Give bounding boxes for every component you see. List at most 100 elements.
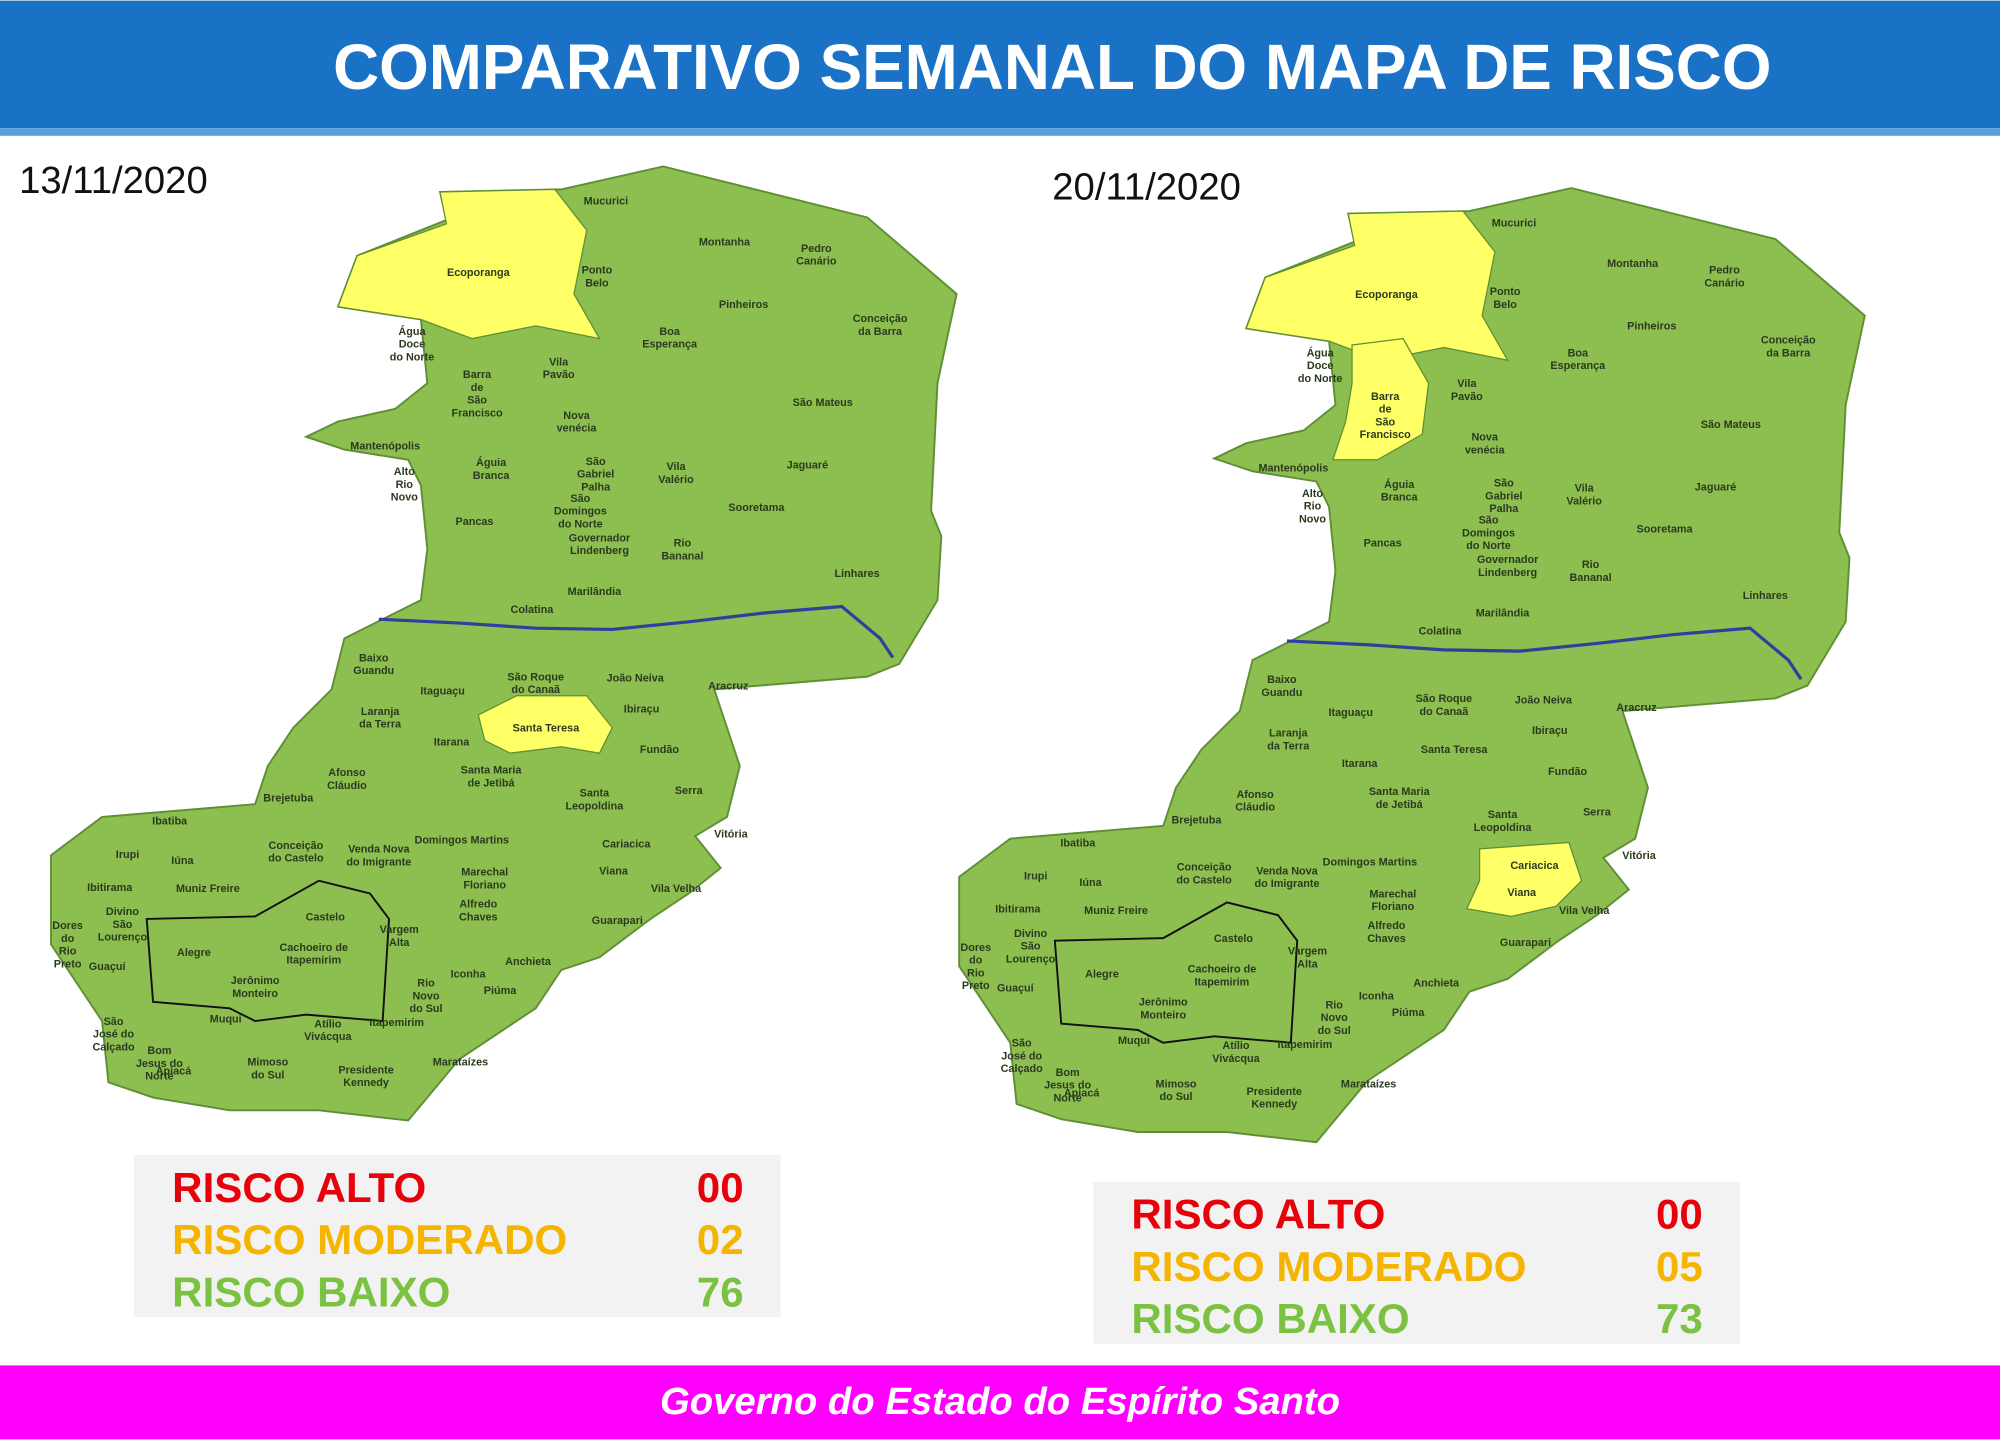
municipality-label: Leopoldina: [566, 800, 625, 812]
municipality-label: Doce: [399, 339, 425, 351]
municipality-label: Muniz Freire: [176, 883, 240, 895]
municipality-label: do Castelo: [268, 853, 324, 865]
municipality-label: Brejetuba: [263, 793, 314, 805]
municipality-label: do Castelo: [1176, 874, 1232, 886]
municipality-label: Gabriel: [1485, 490, 1522, 502]
municipality-label: Itarana: [434, 737, 470, 749]
municipality-label: Mantenópolis: [350, 441, 420, 453]
municipality-label: Barra: [463, 369, 492, 381]
municipality-label: Rio: [1325, 999, 1343, 1011]
municipality-label: Colatina: [511, 604, 555, 616]
municipality-label: São Mateus: [793, 397, 853, 409]
municipality-label: Ibiraçu: [624, 703, 660, 715]
municipality-label: Guaçuí: [89, 961, 127, 973]
municipality-label: Esperança: [1550, 360, 1606, 372]
municipality-label: Belo: [1493, 299, 1517, 311]
municipality-label: Iconha: [1359, 990, 1395, 1002]
header-bar: [0, 0, 2000, 129]
municipality-label: São Roque: [507, 671, 564, 683]
municipality-label: Bananal: [1569, 572, 1611, 584]
municipality-label: Chaves: [459, 911, 498, 923]
legend-label: RISCO BAIXO: [172, 1268, 450, 1315]
municipality-label: José do: [1001, 1050, 1042, 1062]
municipality-label: São: [1375, 416, 1395, 428]
legend-count: 00: [697, 1164, 744, 1211]
municipality-label: do Norte: [558, 518, 603, 530]
municipality-label: São: [1494, 478, 1514, 490]
municipality-label: Jaguaré: [787, 460, 829, 472]
municipality-label: Dores: [960, 942, 991, 954]
municipality-label: da Terra: [1267, 740, 1310, 752]
moderate-risk-area: [1332, 337, 1430, 461]
municipality-label: Afonso: [1236, 789, 1274, 801]
municipality-label: São: [586, 456, 606, 468]
municipality-label: Norte: [1053, 1092, 1081, 1104]
municipality-label: Alto: [394, 466, 415, 478]
municipality-label: Jesus do: [1044, 1080, 1091, 1092]
municipality-label: Linhares: [1743, 590, 1788, 602]
municipality-label: Vargem: [380, 924, 419, 936]
legend-box: [133, 1154, 781, 1317]
municipality-label: Sooretama: [1637, 523, 1694, 535]
municipality-label: Canário: [1704, 277, 1745, 289]
municipality-label: Valério: [1566, 495, 1602, 507]
municipality-label: Boa: [659, 326, 680, 338]
municipality-label: Santa Teresa: [1421, 744, 1489, 756]
municipality-label: Pedro: [801, 243, 832, 255]
municipality-label: Palha: [581, 481, 611, 493]
municipality-label: Laranja: [361, 706, 400, 718]
municipality-label: Alfredo: [459, 898, 497, 910]
municipality-label: Pancas: [1364, 538, 1402, 550]
municipality-label: Linhares: [835, 568, 880, 580]
state-outline: [958, 187, 1866, 1144]
municipality-label: Monteiro: [232, 988, 278, 1000]
region-border: [145, 879, 391, 1023]
municipality-label: Vila: [549, 356, 569, 368]
municipality-label: Marechal: [461, 867, 508, 879]
municipality-label: Itapemirim: [1195, 976, 1250, 988]
municipality-label: Lindenberg: [570, 545, 629, 557]
municipality-label: Muqui: [210, 1013, 242, 1025]
municipality-label: Lourenço: [1006, 953, 1056, 965]
municipality-label: São: [467, 395, 487, 407]
municipality-label: Viana: [1507, 887, 1537, 899]
municipality-label: Ecoporanga: [447, 267, 511, 279]
municipality-label: Jerônimo: [1139, 997, 1188, 1009]
municipality-label: de: [1379, 404, 1392, 416]
municipality-label: da Barra: [858, 326, 903, 338]
municipality-label: Conceição: [269, 840, 324, 852]
municipality-label: São: [1012, 1038, 1032, 1050]
municipality-label: Domingos: [554, 506, 607, 518]
municipality-label: do: [61, 933, 75, 945]
municipality-label: Novo: [1321, 1012, 1348, 1024]
municipality-label: Domingos: [1462, 527, 1515, 539]
legend-count: 00: [1656, 1191, 1703, 1238]
municipality-label: Chaves: [1367, 933, 1406, 945]
municipality-label: Itaguaçu: [420, 685, 465, 697]
municipality-label: Baixo: [1267, 674, 1297, 686]
municipality-label: Anchieta: [505, 956, 552, 968]
municipality-label: Boa: [1568, 347, 1589, 359]
municipality-label: Nova: [563, 410, 590, 422]
municipality-label: Guaçuí: [997, 983, 1035, 995]
municipality-label: Castelo: [306, 911, 346, 923]
municipality-label: Lindenberg: [1478, 567, 1537, 579]
municipality-label: Alta: [1297, 958, 1318, 970]
legend-count: 76: [697, 1268, 744, 1315]
municipality-label: Bananal: [661, 550, 703, 562]
municipality-label: Águia: [1384, 478, 1415, 491]
legend-label: RISCO ALTO: [172, 1164, 426, 1211]
municipality-label: Alta: [389, 937, 410, 949]
legend-count: 05: [1656, 1243, 1703, 1290]
municipality-label: Mimoso: [1156, 1078, 1197, 1090]
municipality-label: Kennedy: [1251, 1099, 1297, 1111]
municipality-label: Novo: [412, 990, 439, 1002]
header-strip: [0, 128, 2000, 136]
municipality-label: Guarapari: [592, 915, 643, 927]
river: [378, 604, 895, 659]
municipality-label: Muqui: [1118, 1035, 1150, 1047]
municipality-label: do Sul: [1318, 1025, 1351, 1037]
municipality-label: Mantenópolis: [1258, 462, 1328, 474]
municipality-label: Mucurici: [584, 196, 629, 208]
